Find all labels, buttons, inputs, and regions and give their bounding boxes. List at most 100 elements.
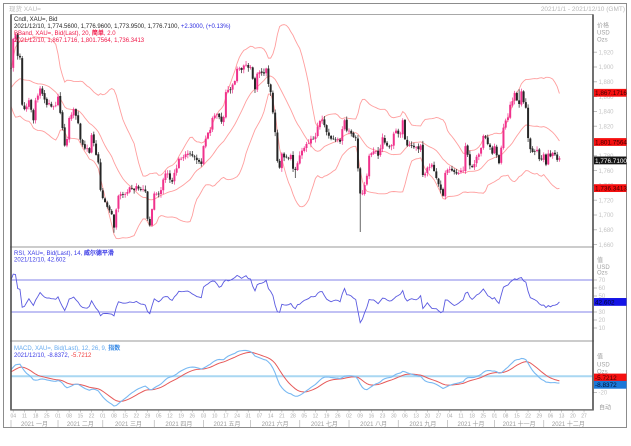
svg-text:2021 五月: 2021 五月 (214, 421, 241, 428)
svg-text:1,700: 1,700 (599, 213, 615, 219)
svg-text:2021 三月: 2021 三月 (115, 421, 142, 428)
svg-text:自动: 自动 (599, 404, 611, 412)
svg-text:01: 01 (55, 414, 61, 420)
svg-text:04: 04 (447, 414, 453, 420)
svg-text:22: 22 (525, 414, 531, 420)
svg-text:26: 26 (190, 414, 196, 420)
svg-text:价格: 价格 (597, 22, 609, 30)
svg-text:29: 29 (536, 414, 542, 420)
svg-text:现货 XAU=: 现货 XAU= (9, 4, 41, 13)
svg-text:30: 30 (391, 414, 397, 420)
svg-text:RSI, XAU=, Bid(Last), 14, 威尔德平: RSI, XAU=, Bid(Last), 14, 威尔德平滑 (14, 249, 114, 257)
svg-text:USD: USD (597, 265, 610, 271)
svg-text:19: 19 (324, 414, 330, 420)
svg-text:05: 05 (156, 414, 162, 420)
svg-text:42.602: 42.602 (595, 299, 615, 306)
svg-text:08: 08 (66, 414, 72, 420)
svg-text:11: 11 (22, 414, 27, 420)
svg-text:MACD, XAU=, Bid(Last), 12, 26,: MACD, XAU=, Bid(Last), 12, 26, 9, 指数 (14, 344, 121, 352)
svg-text:13: 13 (413, 414, 419, 420)
svg-text:15: 15 (514, 414, 520, 420)
svg-text:10: 10 (212, 414, 218, 420)
svg-text:13: 13 (559, 414, 565, 420)
svg-text:1,900: 1,900 (599, 65, 615, 71)
svg-text:18: 18 (33, 414, 39, 420)
svg-text:1,801.7564: 1,801.7564 (595, 139, 627, 146)
svg-text:06: 06 (402, 414, 408, 420)
svg-text:24: 24 (234, 414, 240, 420)
svg-text:60: 60 (599, 286, 606, 292)
svg-text:2021 八月: 2021 八月 (360, 421, 387, 428)
svg-text:2021/12/10, 1,867.1716, 1,801.: 2021/12/10, 1,867.1716, 1,801.7564, 1,73… (14, 38, 145, 44)
svg-text:21: 21 (279, 414, 285, 420)
svg-text:70: 70 (599, 278, 606, 284)
svg-text:05: 05 (301, 414, 307, 420)
svg-text:2021/1/1 - 2021/12/10 (GMT): 2021/1/1 - 2021/12/10 (GMT) (541, 6, 625, 13)
svg-text:22: 22 (134, 414, 140, 420)
svg-text:2021 九月: 2021 九月 (409, 420, 436, 428)
svg-text:50: 50 (599, 294, 606, 300)
svg-text:-20: -20 (599, 391, 608, 397)
svg-text:16: 16 (369, 414, 375, 420)
svg-text:20: 20 (599, 318, 606, 324)
svg-text:-5.7212: -5.7212 (595, 375, 617, 382)
svg-text:1,920: 1,920 (599, 50, 615, 56)
svg-text:08: 08 (503, 414, 509, 420)
svg-text:2021 十二月: 2021 十二月 (552, 420, 585, 428)
svg-text:1,736.3413: 1,736.3413 (595, 186, 627, 193)
svg-text:Ozs: Ozs (597, 37, 608, 43)
svg-text:22: 22 (89, 414, 95, 420)
svg-text:28: 28 (290, 414, 296, 420)
svg-text:04: 04 (10, 414, 16, 420)
svg-text:02: 02 (346, 414, 352, 420)
svg-text:值: 值 (597, 256, 603, 264)
svg-text:BBand, XAU=, Bid(Last), 20, 简单: BBand, XAU=, Bid(Last), 20, 简单, 2.0 (14, 29, 116, 37)
svg-text:2021/12/10, 42.602: 2021/12/10, 42.602 (14, 258, 66, 264)
svg-text:1,880: 1,880 (599, 80, 615, 86)
svg-text:-8.8372: -8.8372 (595, 382, 617, 389)
svg-text:03: 03 (201, 414, 207, 420)
svg-text:2021 十月: 2021 十月 (457, 420, 484, 428)
svg-text:06: 06 (548, 414, 554, 420)
svg-text:17: 17 (223, 414, 229, 420)
svg-text:27: 27 (581, 414, 587, 420)
svg-text:1,760: 1,760 (599, 169, 615, 175)
svg-text:1,867.1716: 1,867.1716 (595, 90, 627, 97)
svg-text:10: 10 (599, 326, 606, 332)
svg-text:2021 二月: 2021 二月 (67, 421, 94, 428)
svg-text:Cndl, XAU=, Bid: Cndl, XAU=, Bid (14, 17, 58, 23)
svg-text:07: 07 (257, 414, 263, 420)
svg-text:08: 08 (111, 414, 117, 420)
svg-text:25: 25 (44, 414, 50, 420)
svg-text:23: 23 (380, 414, 386, 420)
svg-text:1,660: 1,660 (599, 243, 615, 249)
svg-text:1,680: 1,680 (599, 228, 615, 234)
svg-text:11: 11 (458, 414, 463, 420)
svg-text:Ozs: Ozs (597, 271, 608, 277)
svg-text:20: 20 (570, 414, 576, 420)
svg-text:2021 六月: 2021 六月 (262, 420, 289, 428)
svg-text:1,820: 1,820 (599, 124, 615, 130)
svg-text:1,720: 1,720 (599, 198, 615, 204)
svg-text:20: 20 (425, 414, 431, 420)
svg-text:31: 31 (245, 414, 251, 420)
svg-text:值: 值 (597, 353, 603, 361)
svg-text:2021/12/10, -8.8372, -5.7212: 2021/12/10, -8.8372, -5.7212 (14, 353, 92, 359)
svg-text:2021/12/10, 1,774.5600, 1,776.: 2021/12/10, 1,774.5600, 1,776.9600, 1,77… (14, 24, 231, 30)
svg-text:USD: USD (597, 363, 610, 369)
svg-text:1,860: 1,860 (599, 95, 615, 101)
svg-text:2021 七月: 2021 七月 (311, 420, 338, 428)
svg-text:1,776.7100: 1,776.7100 (595, 158, 627, 165)
svg-text:01: 01 (100, 414, 106, 420)
svg-text:USD: USD (597, 31, 610, 37)
svg-text:09: 09 (357, 414, 363, 420)
svg-text:2021 四月: 2021 四月 (165, 421, 192, 428)
svg-text:Ozs: Ozs (597, 370, 608, 376)
svg-text:19: 19 (178, 414, 184, 420)
svg-text:18: 18 (469, 414, 475, 420)
svg-text:30: 30 (599, 310, 606, 316)
svg-text:29: 29 (145, 414, 151, 420)
svg-text:27: 27 (436, 414, 442, 420)
svg-text:2021 十一月: 2021 十一月 (503, 420, 536, 428)
svg-text:12: 12 (313, 414, 319, 420)
